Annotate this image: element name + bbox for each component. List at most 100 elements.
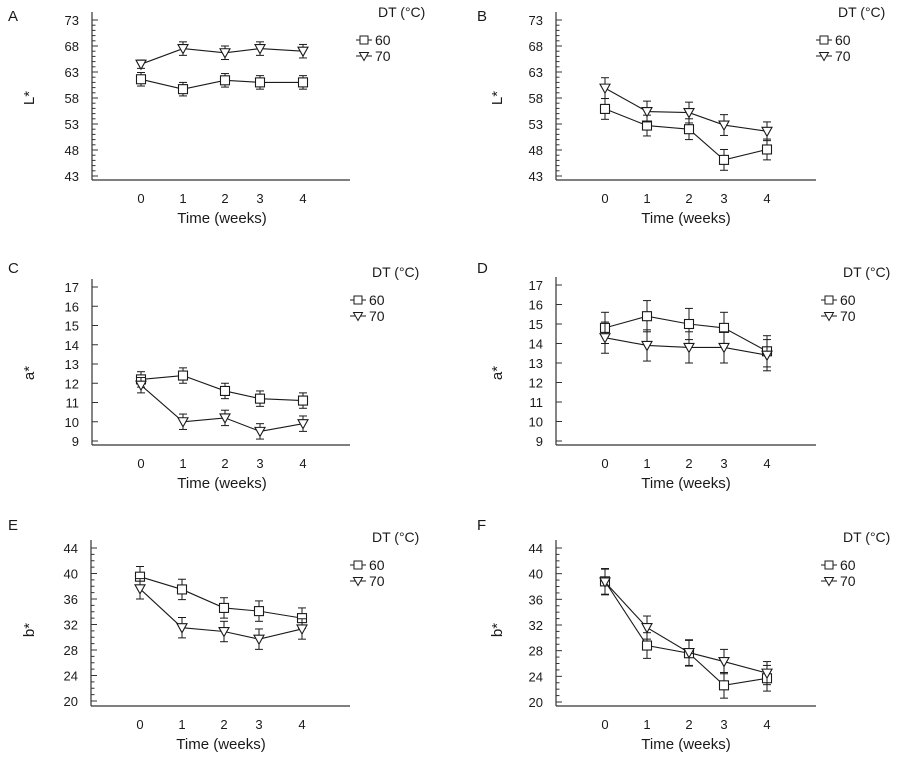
y-axis-title: a* — [21, 366, 38, 380]
y-tick-label: 63 — [65, 65, 79, 80]
panel-letter: B — [477, 8, 487, 25]
square-icon — [824, 560, 834, 570]
y-tick-label: 63 — [529, 65, 543, 80]
square-marker — [177, 370, 189, 381]
triangle-down-marker — [599, 577, 611, 589]
triangle-down-icon — [823, 577, 835, 587]
square-icon — [359, 35, 369, 45]
triangle-down-marker — [599, 333, 611, 344]
x-tick-label: 3 — [720, 456, 727, 471]
y-tick-label: 53 — [65, 117, 79, 132]
triangle-down-marker — [641, 340, 653, 352]
x-tick-label: 0 — [601, 191, 608, 206]
x-tick-label: 3 — [256, 191, 263, 206]
y-tick-label: 53 — [529, 117, 543, 132]
triangle-down-marker — [135, 380, 147, 392]
panel-letter: A — [8, 8, 18, 25]
series-60 — [599, 300, 773, 368]
chart-panel-a: A 43 48 53 58 63 68 73 0 1 2 3 4 Time (weeks) L* DT (°C… — [8, 4, 425, 227]
triangle-down-marker — [683, 648, 695, 659]
square-marker — [253, 606, 265, 617]
triangle-down-icon — [358, 52, 370, 62]
x-tick-label: 3 — [720, 191, 727, 206]
triangle-down-icon — [352, 577, 364, 587]
x-axis-title: Time (weeks) — [176, 736, 265, 753]
series-line — [604, 581, 768, 674]
x-tick-label: 1 — [643, 717, 650, 732]
series-60 — [135, 367, 309, 409]
chart-panel-e: E 20 24 28 32 36 40 44 0 1 2 3 4 Time (weeks) b* DT (°C… — [8, 517, 419, 753]
y-tick-label: 16 — [65, 299, 79, 314]
y-tick-label: 14 — [529, 337, 543, 352]
y-tick-label: 11 — [530, 395, 544, 410]
x-tick-label: 2 — [685, 191, 692, 206]
square-icon — [819, 35, 829, 45]
y-tick-label: 11 — [66, 396, 80, 411]
x-tick-label: 4 — [763, 456, 770, 471]
legend-label: 70 — [835, 48, 851, 64]
square-marker — [718, 680, 730, 691]
x-tick-label: 1 — [179, 456, 186, 471]
triangle-down-marker — [219, 48, 231, 59]
x-tick-label: 0 — [601, 717, 608, 732]
x-axis-title: Time (weeks) — [177, 210, 266, 227]
square-marker — [254, 77, 266, 88]
y-tick-label: 28 — [529, 644, 543, 659]
y-tick-label: 16 — [529, 298, 543, 313]
square-marker — [641, 311, 653, 322]
series-60 — [599, 98, 773, 171]
x-tick-label: 4 — [763, 191, 770, 206]
y-tick-label: 14 — [65, 338, 79, 353]
x-tick-label: 1 — [643, 456, 650, 471]
panel-letter: C — [8, 260, 19, 277]
y-tick-label: 44 — [529, 541, 543, 556]
square-marker — [254, 393, 266, 404]
x-tick-label: 2 — [685, 717, 692, 732]
series-70 — [134, 578, 308, 650]
panel-letter: E — [8, 517, 18, 534]
square-marker — [683, 124, 695, 135]
series-60 — [135, 72, 309, 97]
y-axis-title: L* — [21, 91, 38, 105]
x-tick-label: 2 — [221, 456, 228, 471]
legend-label: 60 — [375, 32, 391, 48]
y-tick-label: 73 — [529, 13, 543, 28]
y-tick-label: 24 — [529, 669, 543, 684]
triangle-down-marker — [761, 126, 773, 138]
y-tick-label: 13 — [529, 356, 543, 371]
x-tick-label: 2 — [685, 456, 692, 471]
series-line — [604, 108, 768, 161]
y-tick-label: 24 — [64, 669, 78, 684]
series-60 — [134, 565, 308, 629]
legend-label: 60 — [840, 557, 856, 573]
y-tick-label: 12 — [65, 376, 79, 391]
square-marker — [683, 318, 695, 330]
x-axis-title: Time (weeks) — [641, 736, 730, 753]
panel-letter: F — [477, 517, 486, 534]
y-tick-label: 17 — [529, 278, 543, 293]
series-60 — [599, 568, 773, 699]
panel-letter: D — [477, 260, 488, 277]
triangle-down-marker — [176, 623, 188, 634]
y-tick-label: 43 — [529, 169, 543, 184]
y-tick-label: 32 — [529, 618, 543, 633]
y-tick-label: 28 — [64, 643, 78, 658]
y-axis-title: a* — [489, 366, 506, 380]
y-tick-label: 12 — [529, 376, 543, 391]
triangle-down-marker — [641, 623, 653, 634]
triangle-down-marker — [135, 59, 147, 71]
triangle-down-marker — [218, 626, 230, 638]
legend-label: 70 — [369, 573, 385, 589]
square-marker — [218, 602, 230, 613]
square-marker — [718, 154, 730, 165]
legend-title: DT (°C) — [372, 264, 419, 280]
triangle-down-icon — [823, 312, 835, 322]
series-line — [604, 581, 768, 686]
legend-label: 70 — [369, 308, 385, 324]
